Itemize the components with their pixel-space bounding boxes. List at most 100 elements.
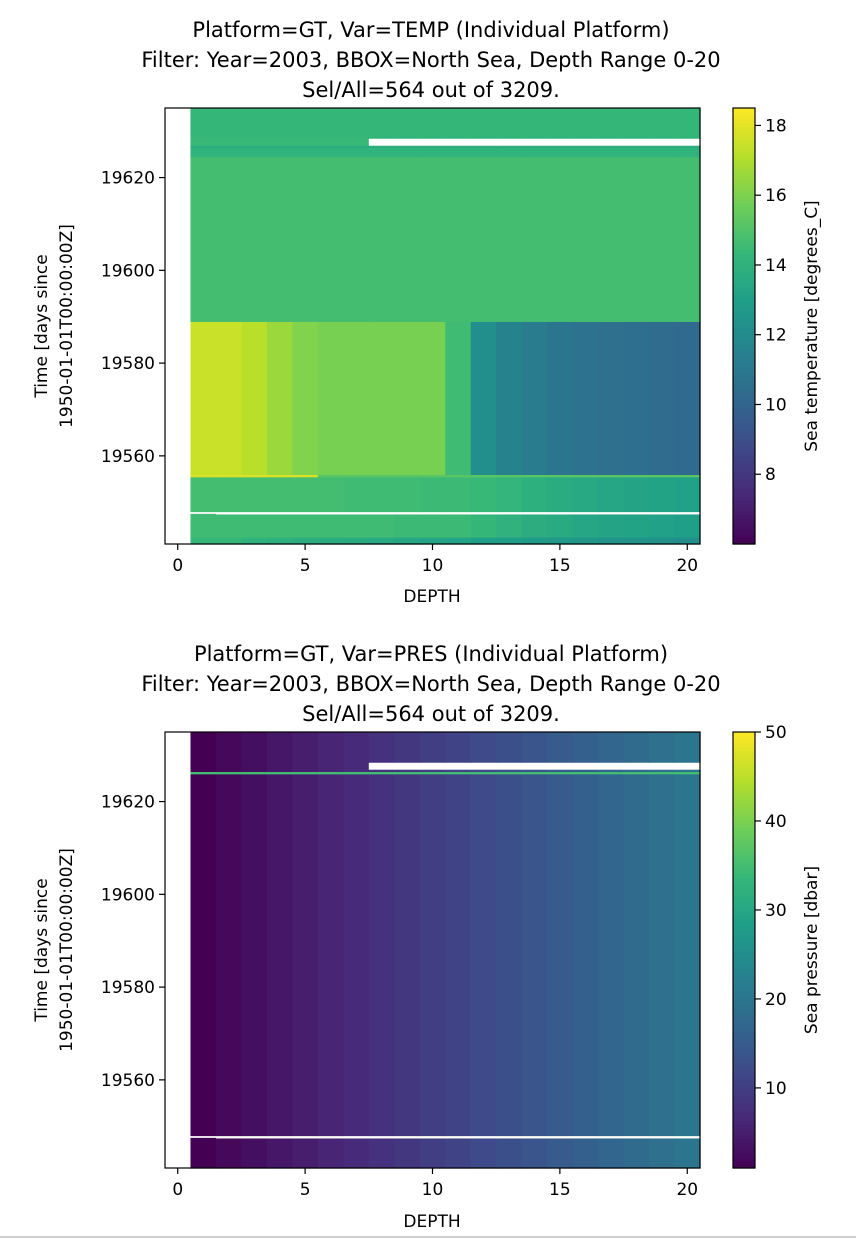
heatmap-cell-4-14 xyxy=(547,474,574,478)
heatmap-cell-6-3 xyxy=(266,156,293,322)
heatmap-cell-7-18 xyxy=(649,147,676,158)
heatmap-cell-7-14 xyxy=(547,147,574,158)
heatmap-cell-10-2 xyxy=(241,108,268,139)
heatmap-cell-3-18 xyxy=(649,771,676,775)
heatmap-cell-8-11 xyxy=(470,145,497,149)
colorbar-segment-89 xyxy=(733,841,755,846)
heatmap-cell-6-7 xyxy=(368,732,395,763)
heatmap-cell-1-17 xyxy=(623,1135,650,1139)
heatmap-cell-2-18 xyxy=(649,773,676,1137)
colorbar-tick-label-0: 8 xyxy=(765,465,776,485)
heatmap-cell-0-5 xyxy=(317,537,344,545)
colorbar-segment-17 xyxy=(733,478,755,483)
pressure-x-axis-label: DEPTH xyxy=(403,1212,460,1232)
colorbar-segment-56 xyxy=(733,336,755,342)
heatmap-cell-2-10 xyxy=(445,511,472,515)
colorbar-segment-64 xyxy=(733,307,755,313)
colorbar-segment-118 xyxy=(733,735,755,740)
heatmap-cell-0-7 xyxy=(368,1137,395,1169)
heatmap-cell-6-0 xyxy=(190,156,217,322)
heatmap-cell-6-4 xyxy=(292,156,319,322)
heatmap-cell-2-5 xyxy=(317,511,344,515)
colorbar-segment-16 xyxy=(733,1106,755,1111)
colorbar-segment-14 xyxy=(733,1113,755,1118)
heatmap-cell-3-14 xyxy=(547,771,574,775)
heatmap-cell-0-15 xyxy=(572,537,599,545)
colorbar-segment-54 xyxy=(733,968,755,973)
heatmap-cell-0-17 xyxy=(623,1137,650,1169)
heatmap-cell-2-6 xyxy=(343,511,370,515)
colorbar-segment-37 xyxy=(733,1029,755,1035)
heatmap-cell-4-10 xyxy=(445,769,472,773)
heatmap-cell-5-0 xyxy=(190,762,217,770)
heatmap-cell-4-4 xyxy=(292,769,319,773)
colorbar-segment-86 xyxy=(733,227,755,233)
heatmap-cell-7-0 xyxy=(190,147,217,158)
heatmap-cell-4-17 xyxy=(623,769,650,773)
heatmap-cell-2-11 xyxy=(470,773,497,1137)
heatmap-cell-3-11 xyxy=(470,771,497,775)
heatmap-cell-1-3 xyxy=(266,513,293,538)
heatmap-cell-1-10 xyxy=(445,513,472,538)
heatmap-cell-1-1 xyxy=(215,513,243,538)
colorbar-segment-18 xyxy=(733,1098,755,1104)
colorbar-segment-49 xyxy=(733,362,755,367)
colorbar-segment-91 xyxy=(733,833,755,838)
temperature-y-axis-label-line-2: 1950-01-01T00:00:00Z] xyxy=(57,224,77,428)
colorbar-segment-85 xyxy=(733,855,755,860)
heatmap-cell-1-12 xyxy=(496,513,523,538)
heatmap-cell-1-17 xyxy=(623,513,650,538)
colorbar-segment-59 xyxy=(733,326,755,331)
temperature-y-axis-label-line-1: Time [days since xyxy=(32,254,52,398)
heatmap-cell-8-16 xyxy=(598,145,625,149)
y-tick-label-0: 19560 xyxy=(101,1071,155,1091)
heatmap-cell-4-8 xyxy=(394,769,421,773)
colorbar-segment-35 xyxy=(733,413,755,418)
heatmap-cell-2-16 xyxy=(598,773,625,1137)
heatmap-cell-1-9 xyxy=(419,513,446,538)
x-tick-label-2: 10 xyxy=(422,556,444,576)
heatmap-cell-4-0 xyxy=(190,769,217,773)
colorbar-segment-53 xyxy=(733,347,755,353)
heatmap-cell-1-15 xyxy=(572,513,599,538)
heatmap-cell-0-13 xyxy=(521,1137,548,1169)
x-tick-label-2: 10 xyxy=(422,1180,444,1200)
heatmap-cell-5-3 xyxy=(266,762,293,770)
heatmap-cell-4-1 xyxy=(215,474,243,478)
temperature-x-axis: 0 5 10 15 20 xyxy=(172,544,698,576)
colorbar-segment-23 xyxy=(733,456,755,462)
heatmap-cell-1-8 xyxy=(394,513,421,538)
colorbar-segment-52 xyxy=(733,975,755,980)
heatmap-cell-8-17 xyxy=(623,145,650,149)
heatmap-cell-4-17 xyxy=(623,474,650,478)
heatmap-cell-5-1 xyxy=(215,321,243,476)
heatmap-cell-3-7 xyxy=(368,771,395,775)
heatmap-cell-6-17 xyxy=(623,732,650,763)
colorbar-segment-2 xyxy=(733,1157,755,1162)
colorbar-segment-48 xyxy=(733,989,755,995)
colorbar-segment-100 xyxy=(733,801,755,806)
heatmap-cell-9-13 xyxy=(521,138,548,146)
heatmap-cell-3-0 xyxy=(190,476,217,513)
heatmap-cell-1-10 xyxy=(445,1135,472,1139)
heatmap-cell-2-0 xyxy=(190,773,217,1137)
heatmap-cell-8-1 xyxy=(215,145,243,149)
colorbar-segment-67 xyxy=(733,296,755,302)
colorbar-segment-109 xyxy=(733,768,755,773)
colorbar-segment-48 xyxy=(733,365,755,371)
heatmap-cell-6-9 xyxy=(419,156,446,322)
colorbar-segment-47 xyxy=(733,369,755,374)
heatmap-cell-9-4 xyxy=(292,138,319,146)
colorbar-tick-label-3: 40 xyxy=(765,812,787,832)
heatmap-cell-8-14 xyxy=(547,145,574,149)
colorbar-segment-62 xyxy=(733,939,755,944)
heatmap-cell-5-10 xyxy=(445,321,472,476)
heatmap-cell-6-12 xyxy=(496,732,523,763)
colorbar-segment-8 xyxy=(733,1135,755,1140)
colorbar-segment-102 xyxy=(733,169,755,174)
heatmap-cell-6-8 xyxy=(394,156,421,322)
colorbar-segment-34 xyxy=(733,416,755,422)
colorbar-segment-44 xyxy=(733,1004,755,1009)
y-tick-label-3: 19620 xyxy=(101,169,155,189)
colorbar-segment-71 xyxy=(733,282,755,287)
